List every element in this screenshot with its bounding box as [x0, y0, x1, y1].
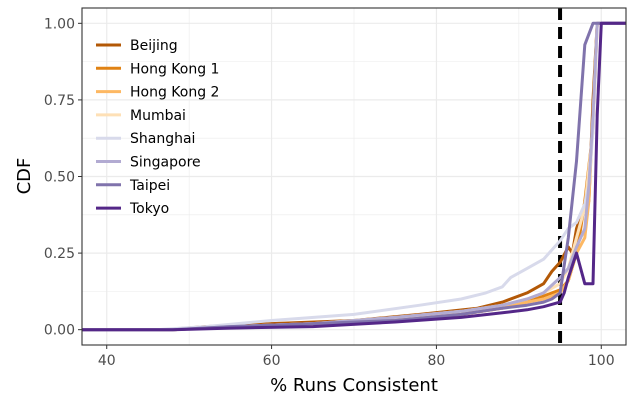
- y-tick-label: 0.00: [44, 323, 75, 339]
- series-line-taipei: [82, 21, 626, 332]
- legend: Beijing Hong Kong 1 Hong Kong 2 Mumbai Shang…: [96, 38, 219, 217]
- legend-label: Hong Kong 1: [130, 61, 219, 77]
- legend-label: Taipei: [129, 178, 170, 194]
- x-tick-label: 40: [98, 353, 116, 369]
- y-axis-title: CDF: [14, 158, 35, 195]
- x-axis-ticks: 40 60 80 100: [98, 345, 615, 369]
- y-tick-label: 0.75: [44, 93, 75, 109]
- y-axis-ticks: 0.00 0.25 0.50 0.75 1.00: [44, 16, 82, 339]
- legend-label: Singapore: [130, 155, 201, 171]
- x-axis-title: % Runs Consistent: [270, 375, 438, 396]
- major-gridlines: [82, 8, 626, 345]
- legend-label: Shanghai: [130, 131, 195, 147]
- legend-label: Beijing: [130, 38, 178, 54]
- x-tick-label: 60: [263, 353, 281, 369]
- y-tick-label: 1.00: [44, 16, 75, 32]
- legend-label: Tokyo: [129, 201, 169, 217]
- x-tick-label: 80: [428, 353, 446, 369]
- x-tick-label: 100: [588, 353, 615, 369]
- y-tick-label: 0.50: [44, 170, 75, 186]
- legend-label: Mumbai: [130, 108, 186, 124]
- series-line-tokyo: [82, 21, 626, 332]
- series-lines: [82, 21, 626, 332]
- y-tick-label: 0.25: [44, 246, 75, 262]
- legend-label: Hong Kong 2: [130, 85, 219, 101]
